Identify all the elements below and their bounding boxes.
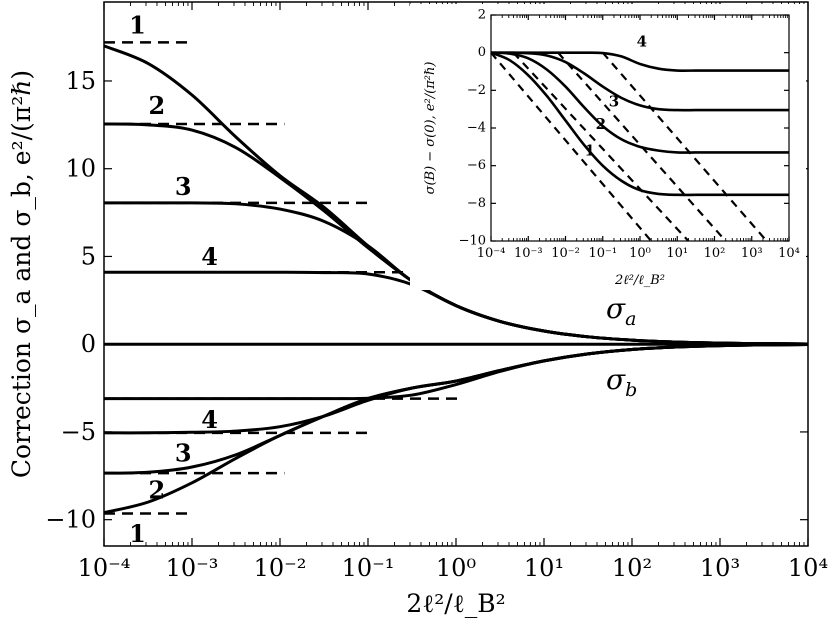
inset-y-tick-label: 2 [478,8,486,23]
inset-plot: 10⁻⁴ 10⁻³ 10⁻² 10⁻¹ 10⁰ 10¹ 10² 10³ 10⁴ −10 −8 −6 −4… [410,4,806,290]
inset-y-tick-label: −4 [467,121,486,136]
main-plot: 10⁻⁴ 10⁻³ 10⁻² 10⁻¹ 10⁰ 10¹ 10² 10³ 10⁴−10−50510… [7,1,828,618]
inset-curve-labels: 123 4 [584,32,647,159]
inset-x-tick-label: 10³ [741,246,763,261]
main-x-tick-label: 10² [612,554,652,582]
sigma-a-curve-label-4: 4 [201,242,218,271]
main-x-tick-label: 10⁴ [788,554,828,582]
main-x-tick-label: 10⁰ [436,554,476,582]
main-x-tick-label: 10¹ [524,554,564,582]
sigma-a-curve-label-2: 2 [148,91,165,120]
main-x-tick-label: 10⁻² [254,554,307,582]
inset-curves [490,51,789,197]
inset-y-tick-label: −10 [459,234,486,249]
inset-curve-3 [490,51,789,112]
inset-x-tick-label: 10² [704,246,726,261]
inset-x-tick-label: 10⁴ [778,246,800,261]
inset-curve-label-2: 2 [596,115,606,133]
main-y-axis-label: Correction σ_a and σ_b, e²/(π²ℏ) [7,70,36,478]
main-x-axis-label: 2ℓ²/ℓ_B² [406,589,505,618]
inset-curve-label-1: 1 [584,142,594,160]
main-y-tick-label: 10 [65,155,96,183]
inset-ticks: 10⁻⁴ 10⁻³ 10⁻² 10⁻¹ 10⁰ 10¹ 10² 10³ 10⁴ −10 −8 −6 −4… [459,8,800,262]
main-y-tick-label: −10 [45,506,96,534]
inset-x-tick-label: 10⁰ [629,246,651,261]
sigma-a-curve-4 [104,270,809,346]
inset-x-tick-label: 10⁻¹ [588,246,617,261]
sigma-a-curve-label-3: 3 [175,172,192,201]
main-x-tick-label: 10⁻⁴ [78,554,131,582]
main-y-tick-label: −5 [61,418,96,446]
inset-x-axis-label: 2ℓ²/ℓ_B² [614,273,665,288]
main-y-tick-label: 15 [65,67,96,95]
inset-x-tick-label: 10⁻² [551,246,580,261]
sigma-a-curve-label-1: 1 [129,10,146,39]
inset-curve-1 [490,51,789,197]
sigma-b-curve-label-2: 2 [148,475,165,504]
inset-x-tick-label: 10⁻³ [514,246,543,261]
main-x-tick-label: 10⁻³ [166,554,219,582]
sigma-b-label: σb [606,363,637,401]
main-ticks: 10⁻⁴ 10⁻³ 10⁻² 10⁻¹ 10⁰ 10¹ 10² 10³ 10⁴−10−50510… [45,2,828,582]
inset-asymptote-dash-2 [512,51,690,242]
inset-curve-4 [491,51,789,72]
inset-y-tick-label: −2 [467,83,486,98]
inset-y-tick-label: 0 [478,45,486,60]
main-curves [103,44,809,515]
inset-x-tick-label: 10¹ [666,246,688,261]
main-y-tick-label: 0 [81,330,96,358]
inset-x-tick-label: 10⁻⁴ [477,246,506,261]
inset-y-tick-label: −8 [467,196,486,211]
inset-y-tick-label: −6 [467,158,486,173]
main-x-tick-label: 10³ [700,554,740,582]
inset-y-axis-label: σ(B) − σ(0), e²/(π²ℏ) [423,62,438,195]
main-dashed-lines [104,41,461,515]
main-y-tick-label: 5 [81,242,96,270]
sigma-b-curve-label-1: 1 [129,519,146,548]
inset-curve-label-3: 3 [609,93,619,111]
inset-curve-2 [490,51,789,154]
inset-background [410,4,806,290]
main-x-tick-label: 10⁻¹ [342,554,395,582]
sigma-b-curve-label-3: 3 [175,438,192,467]
sigma-b-curve-4 [104,343,809,401]
sigma-b-curve-label-4: 4 [201,405,218,434]
inset-curve-label-4: 4 [637,32,647,50]
sigma-a-label: σa [606,292,636,330]
